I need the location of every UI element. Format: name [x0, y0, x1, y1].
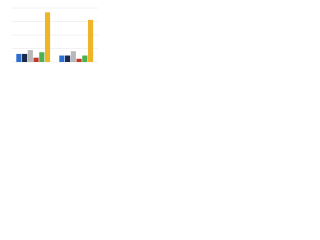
bar [76, 58, 82, 62]
bar [65, 55, 71, 62]
bar [59, 55, 65, 62]
bar [39, 52, 45, 62]
bar [27, 50, 33, 62]
bar [70, 51, 76, 62]
bar [82, 55, 88, 62]
bar [16, 53, 22, 62]
bar [87, 19, 94, 63]
bar [44, 12, 51, 62]
bar [22, 53, 28, 62]
bar [33, 57, 39, 62]
chart [12, 7, 98, 63]
